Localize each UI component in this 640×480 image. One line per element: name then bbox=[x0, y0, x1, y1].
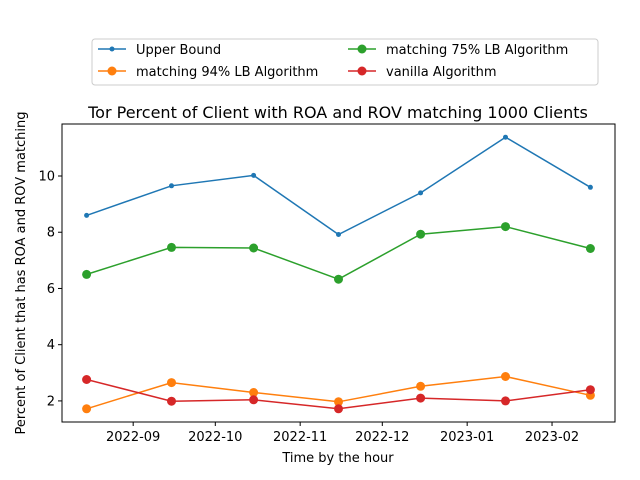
data-point-matching-75-lb-algorithm bbox=[334, 274, 343, 284]
data-point-matching-75-lb-algorithm bbox=[416, 229, 426, 239]
data-point-upper-bound bbox=[84, 212, 90, 218]
legend-item-upper-bound: Upper Bound bbox=[98, 43, 221, 58]
x-tick-label: 2022-12 bbox=[355, 430, 409, 445]
legend-frame bbox=[91, 38, 599, 86]
data-point-matching-94-lb-algorithm bbox=[167, 378, 176, 388]
data-point-matching-94-lb-algorithm bbox=[416, 381, 426, 391]
data-point-matching-94-lb-algorithm bbox=[82, 404, 92, 414]
data-point-upper-bound bbox=[587, 184, 593, 190]
y-axis: 2 4 6 8 10 bbox=[38, 170, 62, 409]
x-tick-label: 2023-01 bbox=[440, 430, 494, 445]
data-point-matching-94-lb-algorithm bbox=[334, 397, 343, 407]
plot-area bbox=[82, 134, 595, 414]
legend-item-matching-75-lb-algorithm: matching 75% LB Algorithm bbox=[348, 43, 568, 58]
legend-swatch-marker bbox=[357, 66, 367, 76]
data-point-upper-bound bbox=[418, 190, 424, 196]
data-point-matching-75-lb-algorithm bbox=[249, 243, 259, 253]
data-point-upper-bound bbox=[169, 183, 174, 189]
series-line-upper-bound bbox=[86, 136, 591, 236]
data-point-upper-bound bbox=[336, 232, 341, 237]
y-tick-label: 10 bbox=[38, 170, 55, 185]
data-point-vanilla-algorithm bbox=[249, 395, 259, 405]
data-point-upper-bound bbox=[251, 172, 257, 178]
data-point-matching-75-lb-algorithm bbox=[501, 222, 510, 232]
x-tick-label: 2022-09 bbox=[106, 430, 160, 445]
y-tick-label: 6 bbox=[47, 282, 55, 297]
data-point-vanilla-algorithm bbox=[585, 385, 595, 395]
data-point-vanilla-algorithm bbox=[167, 396, 176, 406]
x-tick-label: 2022-10 bbox=[188, 430, 242, 445]
y-tick-label: 2 bbox=[47, 394, 55, 409]
legend-label: Upper Bound bbox=[136, 43, 221, 58]
legend-item-vanilla-algorithm: vanilla Algorithm bbox=[348, 65, 497, 80]
data-point-matching-94-lb-algorithm bbox=[501, 372, 510, 381]
data-point-vanilla-algorithm bbox=[82, 375, 92, 384]
plot-frame bbox=[61, 123, 616, 423]
x-axis-label: Time by the hour bbox=[281, 451, 394, 466]
x-tick-label: 2022-11 bbox=[273, 430, 327, 445]
data-point-matching-75-lb-algorithm bbox=[167, 242, 176, 252]
data-point-matching-75-lb-algorithm bbox=[82, 269, 92, 279]
legend: Upper Bound matching 94% LB Algorithm matc… bbox=[91, 38, 599, 86]
series-matching-75-lb-algorithm bbox=[82, 222, 595, 284]
y-tick-label: 4 bbox=[47, 338, 55, 353]
legend-item-matching-94-lb-algorithm: matching 94% LB Algorithm bbox=[98, 65, 318, 80]
data-point-matching-75-lb-algorithm bbox=[585, 244, 595, 253]
data-point-matching-94-lb-algorithm bbox=[249, 388, 259, 397]
data-point-vanilla-algorithm bbox=[416, 393, 426, 403]
data-point-vanilla-algorithm bbox=[334, 404, 343, 414]
data-point-vanilla-algorithm bbox=[501, 396, 510, 406]
series-upper-bound bbox=[84, 134, 593, 237]
series-vanilla-algorithm bbox=[82, 375, 595, 414]
legend-swatch-marker bbox=[107, 66, 117, 76]
legend-swatch-marker bbox=[357, 44, 367, 54]
y-axis-label: Percent of Client that has ROA and ROV m… bbox=[14, 111, 29, 434]
chart-title: Tor Percent of Client with ROA and ROV m… bbox=[87, 103, 588, 122]
data-point-upper-bound bbox=[503, 134, 508, 140]
y-tick-label: 8 bbox=[47, 226, 55, 241]
legend-label: matching 75% LB Algorithm bbox=[386, 43, 568, 58]
legend-label: vanilla Algorithm bbox=[386, 65, 497, 80]
x-axis: 2022-09 2022-10 2022-11 2022-12 2023-01 2023-… bbox=[106, 422, 579, 445]
legend-label: matching 94% LB Algorithm bbox=[136, 65, 318, 80]
series-matching-94-lb-algorithm bbox=[82, 372, 595, 414]
legend-swatch-marker bbox=[109, 46, 115, 52]
x-tick-label: 2023-02 bbox=[525, 430, 579, 445]
